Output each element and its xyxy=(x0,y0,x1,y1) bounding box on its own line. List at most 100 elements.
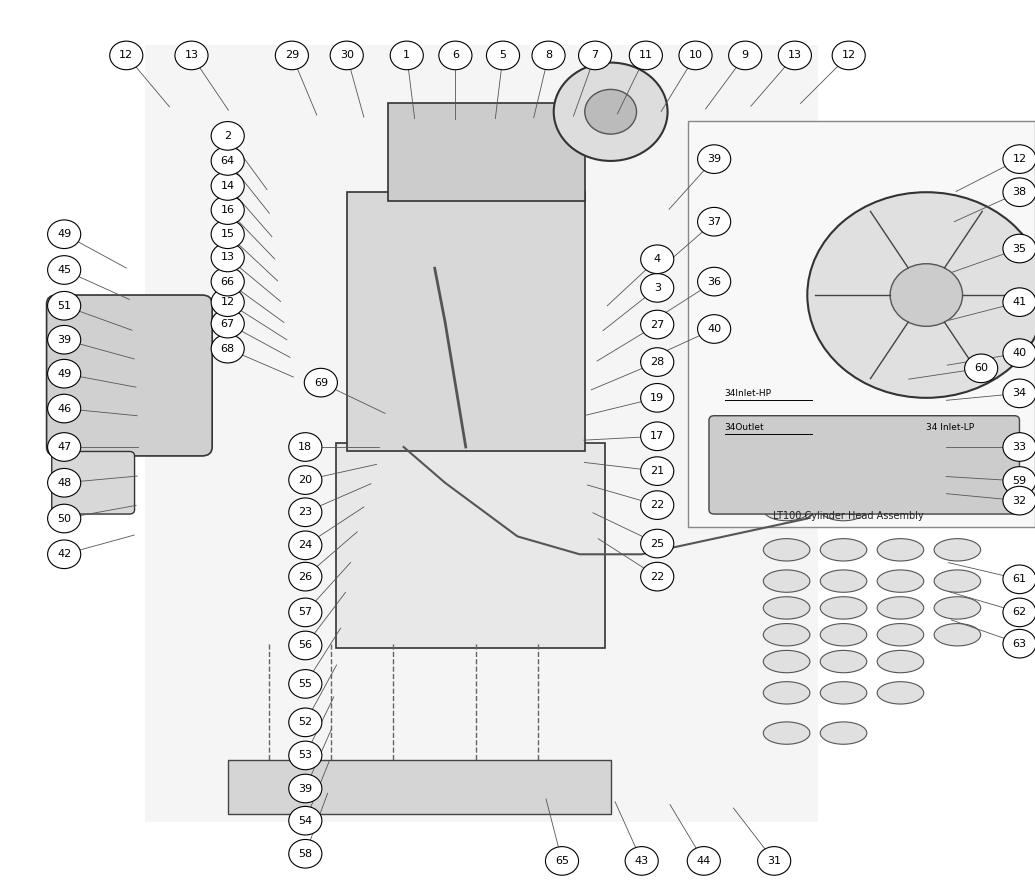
Circle shape xyxy=(330,41,363,70)
Text: 14: 14 xyxy=(220,181,235,191)
Text: 27: 27 xyxy=(650,319,664,330)
Ellipse shape xyxy=(821,651,867,673)
Circle shape xyxy=(1003,145,1035,173)
Text: 12: 12 xyxy=(841,50,856,61)
Ellipse shape xyxy=(877,681,924,704)
Ellipse shape xyxy=(763,721,809,744)
Circle shape xyxy=(641,422,674,451)
Text: 19: 19 xyxy=(650,392,664,403)
Circle shape xyxy=(211,243,244,272)
Circle shape xyxy=(1003,467,1035,495)
Circle shape xyxy=(965,354,998,383)
Circle shape xyxy=(211,220,244,249)
Circle shape xyxy=(211,172,244,200)
Text: 54: 54 xyxy=(298,815,313,826)
FancyBboxPatch shape xyxy=(347,192,585,451)
Circle shape xyxy=(48,325,81,354)
Text: 34: 34 xyxy=(1012,388,1027,399)
FancyBboxPatch shape xyxy=(52,451,135,514)
Circle shape xyxy=(532,41,565,70)
Text: 51: 51 xyxy=(57,300,71,311)
Circle shape xyxy=(48,394,81,423)
Ellipse shape xyxy=(763,499,809,520)
Text: 13: 13 xyxy=(788,50,802,61)
Text: 18: 18 xyxy=(298,442,313,452)
Text: 13: 13 xyxy=(220,252,235,263)
Circle shape xyxy=(289,466,322,494)
Circle shape xyxy=(545,847,579,875)
Circle shape xyxy=(48,256,81,284)
Text: 5: 5 xyxy=(500,50,506,61)
Ellipse shape xyxy=(763,597,809,620)
Circle shape xyxy=(289,498,322,527)
Circle shape xyxy=(687,847,720,875)
Ellipse shape xyxy=(934,624,981,645)
Circle shape xyxy=(211,147,244,175)
Circle shape xyxy=(641,274,674,302)
Text: 44: 44 xyxy=(697,856,711,866)
Text: 56: 56 xyxy=(298,640,313,651)
Circle shape xyxy=(641,562,674,591)
Text: 52: 52 xyxy=(298,717,313,728)
Text: 60: 60 xyxy=(974,363,988,374)
Circle shape xyxy=(289,531,322,560)
Text: 47: 47 xyxy=(57,442,71,452)
FancyBboxPatch shape xyxy=(336,443,605,648)
Ellipse shape xyxy=(821,624,867,645)
Circle shape xyxy=(211,196,244,224)
Ellipse shape xyxy=(821,597,867,620)
Text: 29: 29 xyxy=(285,50,299,61)
Circle shape xyxy=(1003,288,1035,316)
Ellipse shape xyxy=(877,624,924,645)
Text: 10: 10 xyxy=(688,50,703,61)
Ellipse shape xyxy=(877,538,924,561)
Text: 32: 32 xyxy=(1012,495,1027,506)
Circle shape xyxy=(698,207,731,236)
Text: 61: 61 xyxy=(1012,574,1027,585)
Circle shape xyxy=(625,847,658,875)
Text: 50: 50 xyxy=(57,513,71,524)
Text: 39: 39 xyxy=(298,783,313,794)
Ellipse shape xyxy=(934,597,981,620)
Text: 1: 1 xyxy=(404,50,410,61)
Circle shape xyxy=(48,540,81,569)
Text: 69: 69 xyxy=(314,377,328,388)
Circle shape xyxy=(698,315,731,343)
Circle shape xyxy=(585,89,637,134)
Circle shape xyxy=(48,291,81,320)
Text: 34Outlet: 34Outlet xyxy=(724,423,764,432)
Text: 34 Inlet-LP: 34 Inlet-LP xyxy=(926,423,974,432)
Text: 8: 8 xyxy=(545,50,552,61)
Text: 42: 42 xyxy=(57,549,71,560)
Circle shape xyxy=(641,245,674,274)
Text: 37: 37 xyxy=(707,216,721,227)
Text: 65: 65 xyxy=(555,856,569,866)
Circle shape xyxy=(175,41,208,70)
Text: 6: 6 xyxy=(452,50,459,61)
Circle shape xyxy=(679,41,712,70)
Text: 55: 55 xyxy=(298,679,313,689)
Text: 63: 63 xyxy=(1012,638,1027,649)
Ellipse shape xyxy=(763,624,809,645)
Circle shape xyxy=(48,359,81,388)
Circle shape xyxy=(698,145,731,173)
FancyBboxPatch shape xyxy=(388,103,585,201)
Text: 40: 40 xyxy=(707,324,721,334)
Text: 7: 7 xyxy=(592,50,598,61)
Circle shape xyxy=(641,491,674,519)
Ellipse shape xyxy=(934,570,981,593)
Text: 48: 48 xyxy=(57,477,71,488)
Circle shape xyxy=(641,348,674,376)
Circle shape xyxy=(48,504,81,533)
Text: 40: 40 xyxy=(1012,348,1027,358)
Circle shape xyxy=(289,433,322,461)
Circle shape xyxy=(48,468,81,497)
Circle shape xyxy=(289,631,322,660)
Text: 24: 24 xyxy=(298,540,313,551)
Text: 28: 28 xyxy=(650,357,664,367)
Circle shape xyxy=(439,41,472,70)
Circle shape xyxy=(641,310,674,339)
Circle shape xyxy=(1003,433,1035,461)
Text: 22: 22 xyxy=(650,571,664,582)
Circle shape xyxy=(641,384,674,412)
